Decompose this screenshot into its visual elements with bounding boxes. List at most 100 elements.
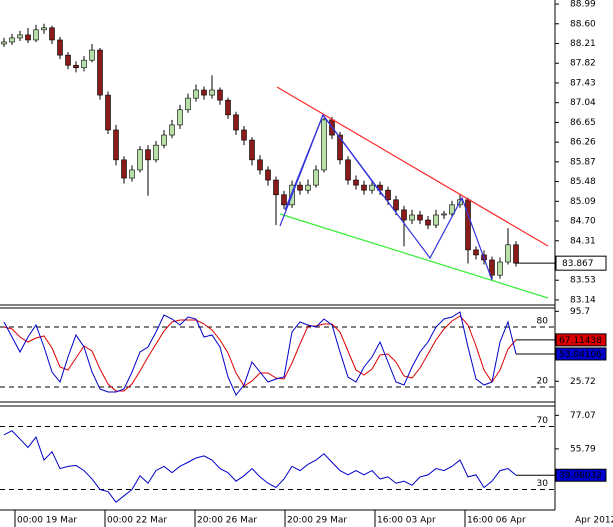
y-tick-label: 88.99 xyxy=(570,0,596,10)
candle-body xyxy=(121,159,127,179)
candle-body xyxy=(497,261,503,276)
candle-body xyxy=(369,184,375,191)
last-value-box xyxy=(555,347,607,361)
candle-body xyxy=(89,49,95,61)
candle-body xyxy=(17,34,23,39)
candle-body xyxy=(193,89,199,99)
candle-body xyxy=(273,179,279,196)
candle-body xyxy=(321,119,327,171)
candle-body xyxy=(169,124,175,136)
last-price-box xyxy=(555,255,607,271)
y-tick-label: 87.43 xyxy=(570,78,596,88)
y-tick-label: 87.04 xyxy=(570,98,596,108)
last-value-box xyxy=(555,333,607,347)
y-tick-label: 83.14 xyxy=(570,295,596,305)
candle-body xyxy=(297,184,303,191)
candle-body xyxy=(153,144,159,161)
y-tick-label: 85.48 xyxy=(570,177,596,187)
candle-body xyxy=(97,49,103,96)
y-tick-label: 25.72 xyxy=(570,377,596,387)
candle-body xyxy=(241,129,247,141)
y-tick-label: 88.60 xyxy=(570,19,596,29)
x-tick-label: 20:00 26 Mar xyxy=(197,516,257,526)
candle-body xyxy=(129,169,135,179)
candle-body xyxy=(73,64,79,69)
candle-body xyxy=(281,194,287,206)
last-value-label: 67.11438 xyxy=(559,336,602,346)
candle-body xyxy=(417,214,423,221)
last-value-label: 39.06032 xyxy=(559,471,602,481)
x-tick-label: 00:00 19 Mar xyxy=(17,516,77,526)
candle-body xyxy=(505,244,511,263)
candle-body xyxy=(345,159,351,181)
panel-frames xyxy=(0,0,556,511)
candle-body xyxy=(401,209,407,221)
candle-body xyxy=(409,214,415,221)
x-tick-label: 00:00 22 Mar xyxy=(107,516,167,526)
candle-body xyxy=(217,89,223,101)
candle-body xyxy=(33,29,39,41)
candle-body xyxy=(313,169,319,186)
candle-body xyxy=(337,134,343,161)
candle-body xyxy=(1,41,7,45)
zigzag xyxy=(284,113,384,211)
y-tick-label: 86.65 xyxy=(570,118,596,128)
candle-body xyxy=(489,259,495,276)
x-tick-label: 16:00 06 Apr xyxy=(467,516,526,526)
level-label: 70 xyxy=(537,416,549,426)
candle-body xyxy=(249,139,255,161)
y-tick-label: 84.31 xyxy=(570,236,596,246)
candle-body xyxy=(105,94,111,131)
x-tick-label: 16:00 03 Apr xyxy=(377,516,436,526)
x-tick-label: 20:00 29 Mar xyxy=(287,516,347,526)
candle-body xyxy=(49,27,55,41)
y-tick-label: 84.70 xyxy=(570,217,596,227)
y-tick-label: 77.07 xyxy=(570,411,596,421)
y-tick-label: 86.26 xyxy=(570,138,596,148)
candle-body xyxy=(393,199,399,211)
candle-body xyxy=(449,204,455,215)
y-tick-label: 88.21 xyxy=(570,39,596,49)
candle-body xyxy=(225,99,231,116)
y-tick-label: 85.87 xyxy=(570,157,596,167)
candle-body xyxy=(41,27,47,31)
candle-body xyxy=(465,199,471,251)
candle-body xyxy=(145,149,151,161)
indicator-line xyxy=(3,430,517,503)
candle-body xyxy=(81,59,87,69)
candle-body xyxy=(113,129,119,161)
drawings xyxy=(276,86,549,299)
y-tick-label: 95.7 xyxy=(570,307,590,317)
y-tick-label: 55.79 xyxy=(570,444,596,454)
candle-body xyxy=(257,159,263,171)
candle-body xyxy=(137,149,143,171)
y-tick-label: 87.82 xyxy=(570,59,596,69)
candle-body xyxy=(513,244,519,264)
x-axis-label: Apr 2012 xyxy=(575,516,613,526)
candle-body xyxy=(385,189,391,201)
candle-body xyxy=(265,169,271,181)
candle-body xyxy=(177,109,183,126)
candle-body xyxy=(25,34,31,41)
candle-body xyxy=(209,89,215,96)
y-tick-label: 83.53 xyxy=(570,276,596,286)
last-price-label: 83.867 xyxy=(562,259,594,269)
candle-body xyxy=(353,179,359,186)
candle-body xyxy=(361,184,367,191)
candle-body xyxy=(185,97,191,111)
candle-body xyxy=(473,249,479,256)
level-label: 20 xyxy=(537,377,549,387)
last-value-label: 53.04106 xyxy=(559,350,602,360)
level-label: 30 xyxy=(537,479,549,489)
candle-body xyxy=(425,219,431,226)
candle-body xyxy=(201,89,207,96)
candle-body xyxy=(161,134,167,146)
support-line xyxy=(279,213,549,299)
candle-body xyxy=(9,37,15,43)
y-tick-label: 85.09 xyxy=(570,197,596,207)
candle-body xyxy=(433,214,439,226)
candle-body xyxy=(233,114,239,131)
candle-body xyxy=(57,39,63,56)
level-label: 80 xyxy=(537,317,549,327)
resistance-line xyxy=(276,86,549,247)
